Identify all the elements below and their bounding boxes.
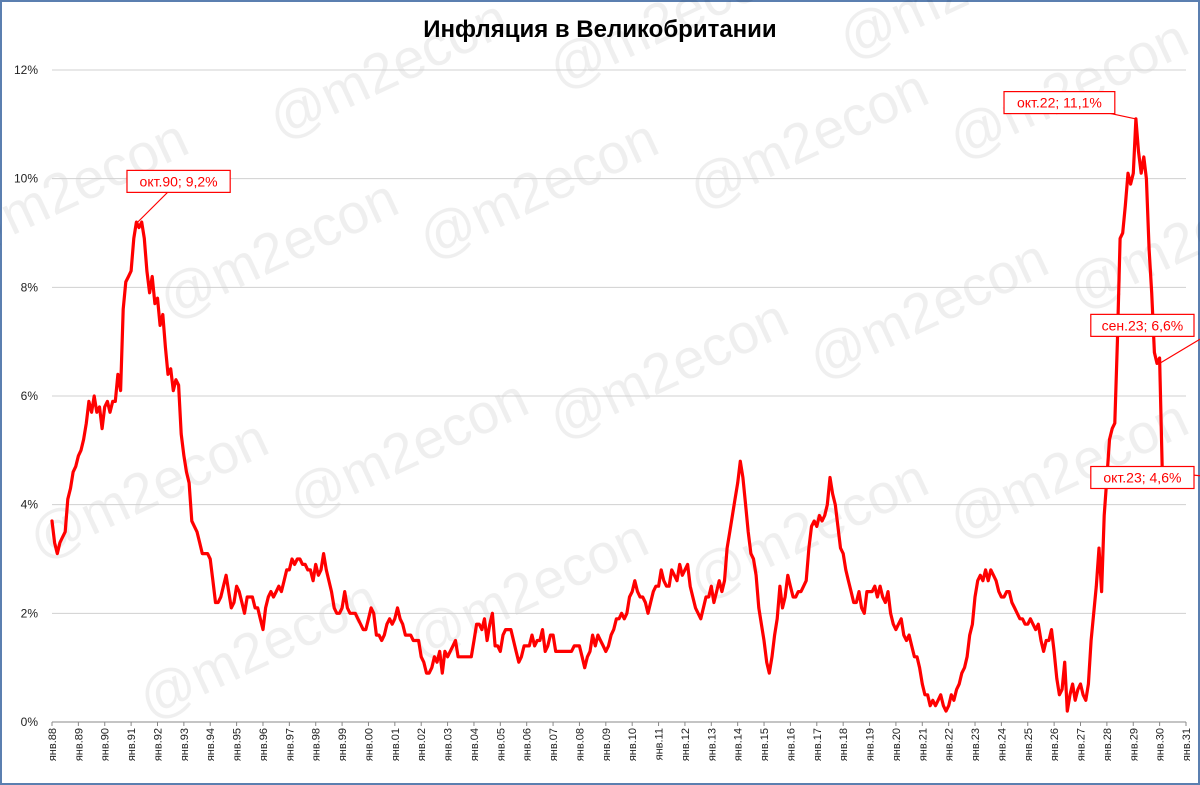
x-tick-label: янв.00 xyxy=(363,728,375,761)
x-tick-label: янв.09 xyxy=(601,728,613,761)
inflation-line xyxy=(50,117,1164,713)
y-tick-label: 6% xyxy=(21,389,39,403)
x-tick-label: янв.17 xyxy=(812,728,824,761)
watermark-text: @m2econ xyxy=(828,0,1087,71)
watermark-text: @m2econ xyxy=(538,286,797,451)
x-tick-label: янв.97 xyxy=(284,728,296,761)
x-tick-label: янв.18 xyxy=(838,728,850,761)
annotation-box xyxy=(1090,465,1195,490)
x-tick-label: янв.99 xyxy=(337,728,349,761)
annotation-box xyxy=(1090,313,1195,337)
x-tick-label: янв.90 xyxy=(100,728,112,761)
annotation-label: окт.23; 4,6% xyxy=(1103,470,1181,486)
annotation-label: окт.90; 9,2% xyxy=(140,173,218,189)
annotation-box xyxy=(1003,90,1116,115)
annotation-box xyxy=(126,169,231,193)
y-tick-label: 12% xyxy=(14,63,38,77)
x-tick-label: янв.29 xyxy=(1128,728,1140,761)
x-tick-label: янв.89 xyxy=(73,728,85,761)
watermark-text: @m2econ xyxy=(258,0,517,151)
x-tick-label: янв.92 xyxy=(152,728,164,761)
annotation-label: сен.23; 6,6% xyxy=(1102,317,1184,333)
watermark-text: @m2econ xyxy=(408,106,667,271)
x-tick-label: янв.95 xyxy=(232,728,244,761)
x-tick-label: янв.98 xyxy=(311,728,323,761)
x-tick-label: янв.91 xyxy=(126,728,138,761)
y-tick-label: 8% xyxy=(21,280,39,294)
x-tick-label: янв.26 xyxy=(1049,728,1061,761)
x-tick-label: янв.03 xyxy=(443,728,455,761)
annotation-label: окт.22; 11,1% xyxy=(1017,95,1102,111)
x-tick-label: янв.19 xyxy=(865,728,877,761)
x-tick-label: янв.13 xyxy=(706,728,718,761)
x-tick-label: янв.23 xyxy=(970,728,982,761)
x-tick-label: янв.88 xyxy=(47,728,59,761)
y-tick-label: 10% xyxy=(14,172,38,186)
x-tick-label: янв.08 xyxy=(574,728,586,761)
x-tick-label: янв.11 xyxy=(654,728,666,760)
watermark-text: @m2econ xyxy=(938,6,1197,171)
x-tick-label: янв.01 xyxy=(390,728,402,761)
watermark-text: @m2econ xyxy=(678,56,937,221)
watermark-text: @m2econ xyxy=(18,406,277,571)
x-tick-label: янв.22 xyxy=(944,728,956,761)
x-tick-label: янв.27 xyxy=(1076,728,1088,761)
x-tick-label: янв.14 xyxy=(733,728,745,761)
y-tick-label: 4% xyxy=(21,498,39,512)
x-tick-label: янв.31 xyxy=(1181,728,1193,761)
watermark-text: @m2econ xyxy=(538,0,797,101)
watermark-text: @m2econ xyxy=(798,226,1057,391)
x-tick-label: янв.21 xyxy=(917,728,929,761)
watermark-text: @m2econ xyxy=(278,366,537,531)
x-tick-label: янв.15 xyxy=(759,728,771,761)
x-tick-label: янв.16 xyxy=(785,728,797,761)
x-tick-label: янв.30 xyxy=(1155,728,1167,761)
x-tick-label: янв.28 xyxy=(1102,728,1114,761)
x-tick-label: янв.02 xyxy=(416,728,428,761)
x-tick-label: янв.25 xyxy=(1023,728,1035,761)
x-tick-label: янв.20 xyxy=(891,728,903,761)
x-tick-label: янв.06 xyxy=(522,728,534,761)
x-tick-label: янв.24 xyxy=(996,728,1008,761)
x-tick-label: янв.05 xyxy=(495,728,507,761)
annotation-leader xyxy=(1159,338,1200,364)
watermark-text: @m2econ xyxy=(128,566,387,731)
x-tick-label: янв.10 xyxy=(627,728,639,761)
y-tick-label: 2% xyxy=(21,606,39,620)
x-tick-label: янв.04 xyxy=(469,728,481,761)
x-tick-label: янв.96 xyxy=(258,728,270,761)
chart-title: Инфляция в Великобритании xyxy=(423,16,777,43)
x-tick-label: янв.12 xyxy=(680,728,692,761)
x-tick-label: янв.94 xyxy=(205,728,217,761)
x-tick-label: янв.93 xyxy=(179,728,191,761)
y-tick-label: 0% xyxy=(21,715,39,729)
x-tick-label: янв.07 xyxy=(548,728,560,761)
